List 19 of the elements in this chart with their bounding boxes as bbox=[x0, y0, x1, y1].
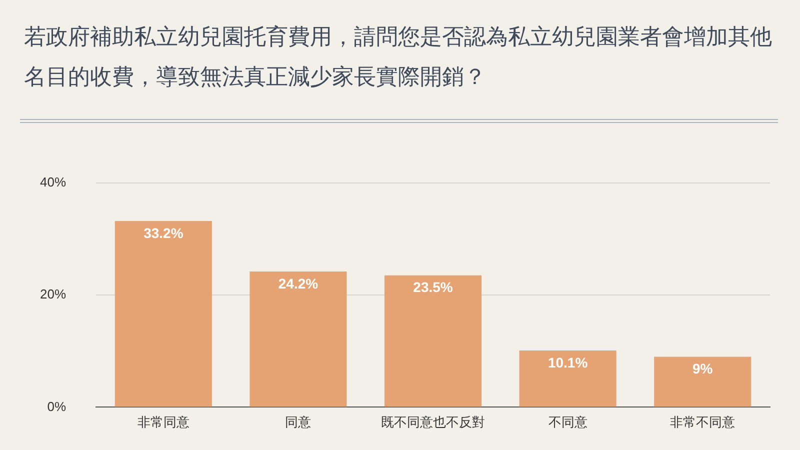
data-label: 24.2% bbox=[278, 275, 319, 292]
bar bbox=[519, 350, 616, 407]
bar bbox=[654, 356, 752, 407]
chart-title: 若政府補助私立幼兒園托育費用，請問您是否認為私立幼兒園業者會增加其他名目的收費，導致無法真正減少家長實際開銷？ bbox=[24, 24, 773, 92]
bar bbox=[384, 275, 482, 407]
x-tick-label: 同意 bbox=[285, 415, 312, 430]
data-label: 10.1% bbox=[548, 354, 588, 370]
y-tick-label: 40% bbox=[40, 174, 66, 190]
x-tick-label: 不同意 bbox=[548, 415, 588, 430]
x-tick-label: 非常同意 bbox=[137, 415, 190, 430]
x-tick-label: 非常不同意 bbox=[670, 415, 736, 430]
bar bbox=[114, 220, 212, 407]
y-tick-label: 20% bbox=[40, 286, 66, 302]
data-label: 23.5% bbox=[413, 279, 454, 296]
bar bbox=[250, 271, 347, 407]
y-tick-label: 0% bbox=[47, 398, 66, 414]
data-label: 33.2% bbox=[144, 224, 184, 241]
data-label: 9% bbox=[692, 360, 714, 377]
x-tick-label: 既不同意也不反對 bbox=[381, 415, 486, 430]
